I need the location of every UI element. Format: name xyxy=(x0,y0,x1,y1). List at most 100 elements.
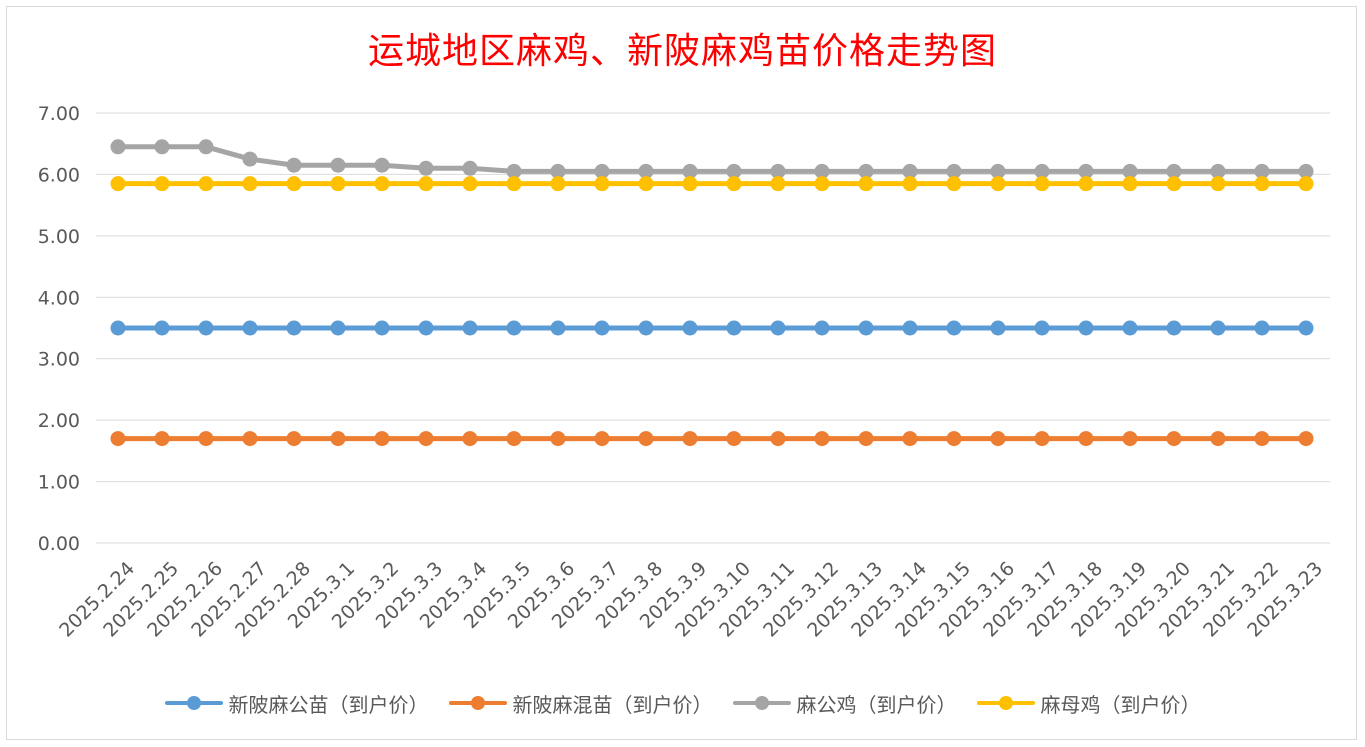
data-point xyxy=(1122,431,1138,447)
data-point xyxy=(506,431,522,447)
data-point xyxy=(286,431,302,447)
data-point xyxy=(1298,320,1314,336)
data-point xyxy=(726,163,742,179)
series-lines xyxy=(110,139,1314,447)
data-point xyxy=(374,320,390,336)
data-point xyxy=(1034,163,1050,179)
data-point xyxy=(1122,163,1138,179)
data-point xyxy=(594,320,610,336)
data-point xyxy=(330,431,346,447)
y-tick-label: 6.00 xyxy=(38,164,80,186)
data-point xyxy=(682,320,698,336)
data-point xyxy=(1254,431,1270,447)
data-point xyxy=(858,320,874,336)
data-point xyxy=(242,151,258,167)
data-point xyxy=(550,320,566,336)
y-tick-label: 7.00 xyxy=(38,103,80,125)
y-tick-label: 3.00 xyxy=(38,349,80,371)
data-point xyxy=(154,431,170,447)
y-tick-label: 5.00 xyxy=(38,226,80,248)
y-tick-label: 1.00 xyxy=(38,472,80,494)
data-point xyxy=(858,431,874,447)
legend-item: 新陂麻公苗（到户价） xyxy=(164,689,429,718)
legend-item: 新陂麻混苗（到户价） xyxy=(448,689,713,718)
data-point xyxy=(770,176,786,192)
legend-label: 麻母鸡（到户价） xyxy=(1040,692,1201,717)
data-point xyxy=(462,176,478,192)
data-point xyxy=(814,163,830,179)
data-point xyxy=(1034,176,1050,192)
data-point xyxy=(726,320,742,336)
data-point xyxy=(990,163,1006,179)
legend-label: 麻公鸡（到户价） xyxy=(796,692,957,717)
data-point xyxy=(946,320,962,336)
data-point xyxy=(198,139,214,155)
data-point xyxy=(198,431,214,447)
data-point xyxy=(902,431,918,447)
data-point xyxy=(1078,320,1094,336)
data-point xyxy=(726,176,742,192)
data-point xyxy=(990,176,1006,192)
data-point xyxy=(1166,163,1182,179)
data-point xyxy=(550,431,566,447)
legend-label: 新陂麻混苗（到户价） xyxy=(512,692,713,717)
data-point xyxy=(286,320,302,336)
data-point xyxy=(594,176,610,192)
data-point xyxy=(814,320,830,336)
x-axis-ticks: 2025.2.242025.2.252025.2.262025.2.272025… xyxy=(55,558,1327,642)
data-point xyxy=(858,176,874,192)
y-axis-ticks: 0.00 1.00 2.00 3.00 4.00 5.00 6.00 7.00 xyxy=(38,103,80,555)
y-tick-label: 4.00 xyxy=(38,287,80,309)
data-point xyxy=(462,160,478,176)
series-0 xyxy=(110,320,1314,336)
data-point xyxy=(1210,176,1226,192)
data-point xyxy=(1210,163,1226,179)
data-point xyxy=(902,320,918,336)
data-point xyxy=(990,431,1006,447)
data-point xyxy=(374,431,390,447)
data-point xyxy=(638,320,654,336)
data-point xyxy=(1166,176,1182,192)
data-point xyxy=(902,176,918,192)
data-point xyxy=(814,431,830,447)
data-point xyxy=(418,320,434,336)
data-point xyxy=(242,320,258,336)
data-point xyxy=(110,431,126,447)
data-point xyxy=(110,139,126,155)
legend-item: 麻公鸡（到户价） xyxy=(732,689,957,718)
data-point xyxy=(198,320,214,336)
data-point xyxy=(594,163,610,179)
legend-swatch xyxy=(448,694,507,712)
data-point xyxy=(242,176,258,192)
legend-swatch xyxy=(732,694,791,712)
data-point xyxy=(990,320,1006,336)
data-point xyxy=(506,320,522,336)
series-1 xyxy=(110,431,1314,447)
data-point xyxy=(1122,320,1138,336)
data-point xyxy=(638,431,654,447)
data-point xyxy=(374,176,390,192)
data-point xyxy=(330,176,346,192)
data-point xyxy=(682,431,698,447)
data-point xyxy=(154,139,170,155)
data-point xyxy=(1210,320,1226,336)
data-point xyxy=(638,163,654,179)
data-point xyxy=(814,176,830,192)
y-tick-label: 0.00 xyxy=(38,533,80,555)
chart-title: 运城地区麻鸡、新陂麻鸡苗价格走势图 xyxy=(367,31,997,72)
data-point xyxy=(418,160,434,176)
data-point xyxy=(286,157,302,173)
data-point xyxy=(1254,176,1270,192)
data-point xyxy=(1254,320,1270,336)
data-point xyxy=(1298,163,1314,179)
data-point xyxy=(1122,176,1138,192)
y-tick-label: 2.00 xyxy=(38,410,80,432)
data-point xyxy=(1078,176,1094,192)
data-point xyxy=(770,163,786,179)
data-point xyxy=(682,163,698,179)
data-point xyxy=(110,176,126,192)
data-point xyxy=(858,163,874,179)
data-point xyxy=(1034,320,1050,336)
data-point xyxy=(462,431,478,447)
